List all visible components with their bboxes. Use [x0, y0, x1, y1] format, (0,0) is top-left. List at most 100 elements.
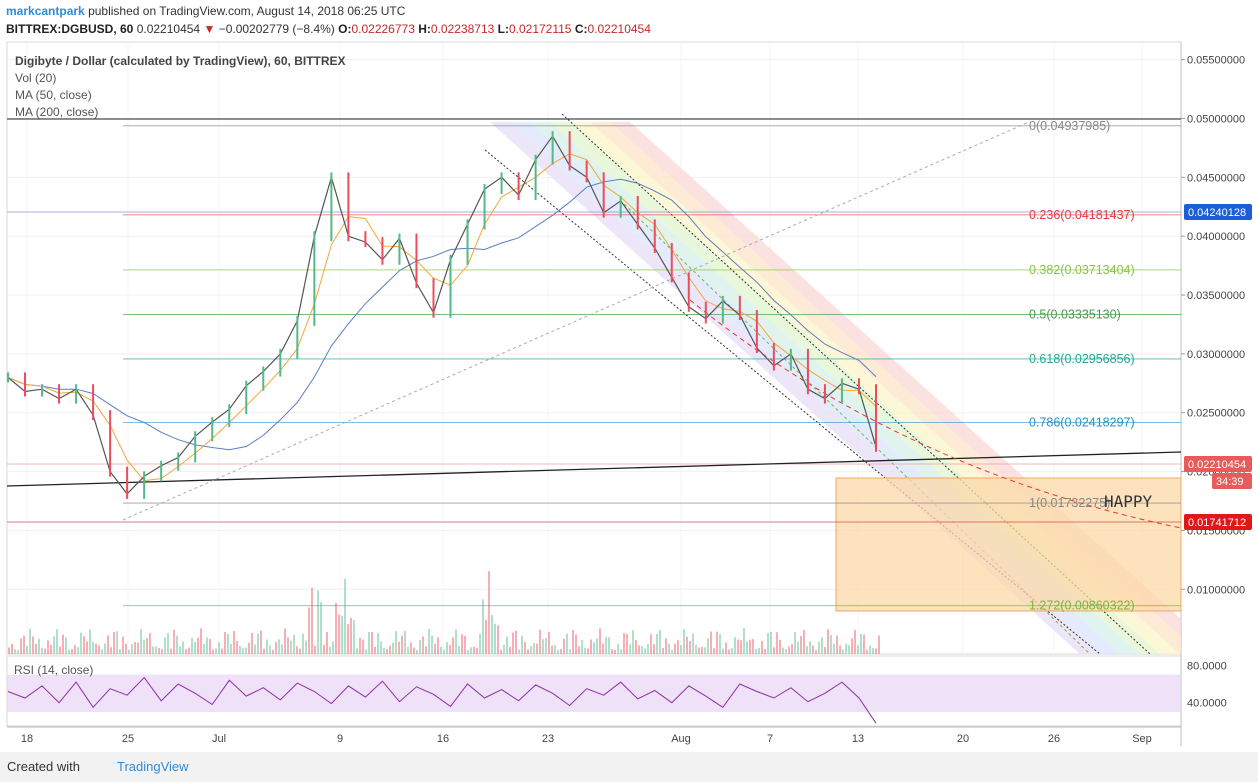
- volume-bar: [251, 633, 253, 654]
- volume-bar: [266, 639, 268, 654]
- volume-bar: [182, 641, 184, 654]
- volume-bar: [380, 641, 382, 654]
- chart-title: Digibyte / Dollar (calculated by Trading…: [15, 54, 346, 68]
- volume-bar: [62, 634, 64, 654]
- change-arrow-icon: ▼: [203, 22, 216, 36]
- created-with-text: Created with: [7, 759, 80, 774]
- volume-bar: [146, 638, 148, 654]
- volume-bar: [644, 648, 646, 654]
- volume-bar: [719, 634, 721, 654]
- fib-level-label-6: 1(0.01732275): [1029, 496, 1110, 510]
- volume-bar: [605, 636, 607, 654]
- volume-bar: [203, 644, 205, 654]
- volume-bar: [788, 646, 790, 654]
- legend-volume[interactable]: Vol (20): [15, 71, 57, 85]
- volume-bar: [794, 632, 796, 654]
- volume-bar: [245, 647, 247, 654]
- legend-ma200[interactable]: MA (200, close): [15, 105, 99, 119]
- volume-bar: [851, 638, 853, 654]
- volume-bar: [491, 615, 493, 654]
- x-tick-label-8: 13: [852, 733, 864, 745]
- published-text: published on TradingView.com, August 14,…: [88, 4, 406, 18]
- uptrend-dotted-line: [122, 121, 1030, 521]
- volume-bar: [860, 633, 862, 654]
- volume-bar: [35, 643, 37, 654]
- volume-bar: [143, 639, 145, 654]
- volume-bar: [8, 647, 10, 654]
- volume-bar: [29, 628, 31, 654]
- annotation-happy: HAPPY: [1104, 492, 1153, 511]
- volume-bar: [26, 645, 28, 654]
- volume-bar: [347, 624, 349, 654]
- legend-ma50[interactable]: MA (50, close): [15, 88, 92, 102]
- volume-bar: [149, 633, 151, 654]
- volume-bar: [536, 643, 538, 654]
- x-tick-label-1: 25: [122, 733, 134, 745]
- volume-bar: [740, 640, 742, 654]
- volume-bar: [728, 649, 730, 654]
- trend-lines: [7, 118, 1181, 529]
- price-change: −0.00202779 (−8.4%): [218, 22, 335, 36]
- volume-bar: [800, 636, 802, 654]
- volume-bar: [275, 641, 277, 654]
- volume-bar: [341, 615, 343, 654]
- open-key: O:: [338, 22, 352, 36]
- volume-bar: [14, 649, 16, 654]
- volume-bar: [227, 633, 229, 654]
- volume-bar: [122, 636, 124, 654]
- volume-bar: [845, 644, 847, 654]
- fib-level-label-0: 0(0.04937985): [1029, 119, 1110, 133]
- tradingview-logo[interactable]: TradingView: [117, 759, 189, 774]
- volume-bar: [494, 623, 496, 654]
- target-zone: [835, 477, 1181, 612]
- volume-bar: [509, 646, 511, 654]
- volume-bar: [776, 632, 778, 654]
- volume-bar: [824, 647, 826, 654]
- volume-bar: [506, 636, 508, 654]
- volume-bar: [443, 649, 445, 654]
- volume-bar: [134, 642, 136, 654]
- volume-bar: [395, 631, 397, 654]
- volume-bar: [869, 645, 871, 654]
- volume-bar: [659, 629, 661, 654]
- volume-bar: [770, 631, 772, 654]
- volume-bar: [698, 647, 700, 654]
- volume-bar: [350, 617, 352, 654]
- volume-bar: [617, 643, 619, 654]
- volume-bar: [326, 631, 328, 654]
- volume-bar: [620, 649, 622, 654]
- price-label-1: 0.02210454: [1188, 459, 1246, 471]
- y-tick-label-4: 0.03500000: [1187, 290, 1245, 302]
- volume-bar: [287, 637, 289, 654]
- volume-bar: [878, 635, 880, 654]
- fib-level-label-7: 1.272(0.00860322): [1029, 599, 1135, 613]
- high-value: 0.02238713: [430, 22, 495, 36]
- volume-bar: [449, 644, 451, 654]
- volume-bar: [575, 634, 577, 654]
- volume-bar: [71, 649, 73, 654]
- volume-bar: [98, 645, 100, 654]
- volume-bar: [593, 642, 595, 654]
- volume-bar: [281, 644, 283, 654]
- x-tick-label-4: 16: [437, 733, 449, 745]
- volume-bar: [404, 630, 406, 654]
- footer: Created with TradingView: [0, 752, 1258, 782]
- volume-bar: [779, 639, 781, 654]
- volume-bar: [107, 635, 109, 654]
- volume-bar: [590, 639, 592, 654]
- author-link[interactable]: markcantpark: [6, 4, 85, 18]
- volume-bar: [59, 646, 61, 654]
- volume-bar: [464, 635, 466, 654]
- volume-bar: [173, 630, 175, 654]
- volume-bar: [701, 646, 703, 654]
- y-tick-label-9: 0.01000000: [1187, 584, 1245, 596]
- volume-bar: [743, 628, 745, 654]
- volume-bar: [332, 641, 334, 654]
- rsi-legend[interactable]: RSI (14, close): [14, 663, 94, 677]
- volume-bar: [461, 634, 463, 654]
- price-chart[interactable]: 0.05500000 0.05000000 0.04500000 0.04000000…: [0, 0, 1258, 752]
- volume-bar: [242, 648, 244, 654]
- fib-retracement: 0(0.04937985) 0.236(0.04181437) 0.382(0.03…: [123, 119, 1181, 613]
- volume-bar: [230, 644, 232, 654]
- volume-bar: [401, 635, 403, 654]
